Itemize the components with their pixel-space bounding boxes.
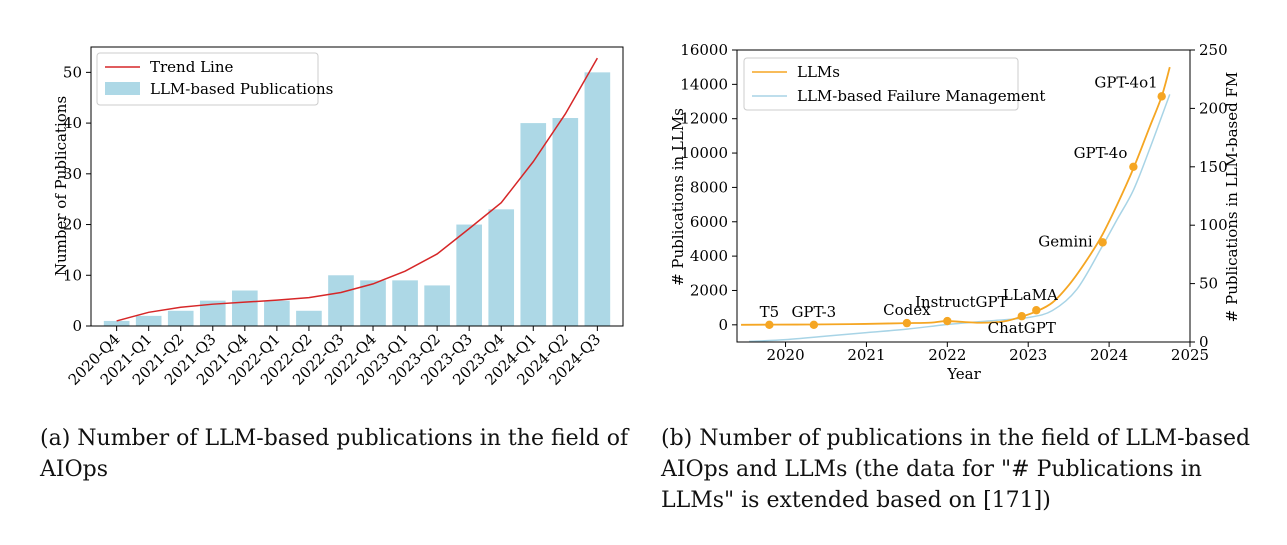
bar xyxy=(424,285,450,326)
y-axis-label-a: Number of Publications xyxy=(52,96,70,276)
y-tick-label: 50 xyxy=(63,63,82,81)
y-tick-label: 40 xyxy=(63,114,82,132)
trend-line xyxy=(116,57,599,322)
y-tick-label: 2000 xyxy=(690,281,728,299)
y2-tick-label: 50 xyxy=(1199,275,1218,293)
plot-frame-a xyxy=(90,46,624,327)
milestone-point xyxy=(1032,306,1041,315)
y2-tick-label: 150 xyxy=(1199,158,1228,176)
bar xyxy=(103,320,130,326)
x-axis-ticks-a: 2020-Q42021-Q12021-Q22021-Q32021-Q42022-… xyxy=(65,326,604,389)
x-tick-label: 2025 xyxy=(1171,346,1209,364)
y2-tick-label: 100 xyxy=(1199,216,1228,234)
y-tick-label: 20 xyxy=(63,216,82,234)
bar xyxy=(232,290,258,326)
bar xyxy=(488,209,515,326)
milestone-point xyxy=(943,316,952,326)
x-tick-label: 2021 xyxy=(847,346,885,364)
legend-trend-label: Trend Line xyxy=(150,58,234,76)
y2-axis-label-b: # Publications in LLM-based FM xyxy=(1223,72,1241,322)
bar xyxy=(264,300,290,326)
y-axis-label-b: # Publications in LLMs xyxy=(669,108,687,286)
x-tick-label: 2020 xyxy=(766,346,804,364)
milestone-label: Gemini xyxy=(1038,232,1093,250)
bar xyxy=(296,310,322,326)
x-tick-label: 2022 xyxy=(928,346,966,364)
caption-b: (b) Number of publications in the field … xyxy=(661,426,1251,513)
y-tick-label: 10000 xyxy=(680,144,728,162)
milestone-point xyxy=(809,320,819,330)
bar xyxy=(584,72,611,326)
y-tick-label: 8000 xyxy=(690,178,728,196)
chart-a: 0 10 20 30 40 50 2020-Q42021-Q12021-Q22021-Q3… xyxy=(52,46,624,389)
x-axis-ticks-b: 2020 2021 2022 2023 2024 2025 xyxy=(766,342,1209,364)
y-tick-label: 4000 xyxy=(690,247,728,265)
milestone-point xyxy=(1098,238,1107,247)
milestone-label: Codex xyxy=(883,301,931,319)
y2-tick-label: 0 xyxy=(1199,333,1209,351)
y-tick-label: 14000 xyxy=(680,75,728,93)
legend-fm-label: LLM-based Failure Management xyxy=(797,87,1045,105)
legend-bar-swatch xyxy=(105,82,140,95)
legend-bar-label: LLM-based Publications xyxy=(150,80,333,98)
bar xyxy=(520,123,547,326)
bar xyxy=(328,275,354,326)
y-tick-label: 16000 xyxy=(680,41,728,59)
plot-frame-b xyxy=(736,49,1191,343)
legend-llm-label: LLMs xyxy=(797,63,840,81)
legend-a: Trend Line LLM-based Publications xyxy=(96,52,333,106)
y-axis-ticks-a: 0 10 20 30 40 50 xyxy=(63,63,91,335)
y2-axis-ticks-b: 0 50 100 150 200 250 xyxy=(1190,41,1228,351)
y-tick-label: 0 xyxy=(72,317,82,335)
y-tick-label: 10 xyxy=(63,266,82,284)
milestone-point xyxy=(1017,312,1026,321)
milestone-label: LLaMA xyxy=(1003,286,1058,304)
x-tick-label: 2023 xyxy=(1009,346,1047,364)
bar xyxy=(552,118,579,326)
bar xyxy=(456,224,482,326)
milestone-label: GPT-4o1 xyxy=(1094,73,1157,91)
fm-line-path xyxy=(749,94,1171,343)
milestone-point xyxy=(1129,162,1138,171)
milestone-label: GPT-3 xyxy=(791,303,836,321)
milestone-label: GPT-4o xyxy=(1074,144,1128,162)
bar xyxy=(135,315,162,326)
y-tick-label: 30 xyxy=(63,165,82,183)
y2-tick-label: 200 xyxy=(1199,99,1228,117)
bar-series xyxy=(103,72,611,326)
milestone-label: T5 xyxy=(760,303,780,321)
y-tick-label: 0 xyxy=(718,316,728,334)
x-axis-label-b: Year xyxy=(946,365,981,383)
x-tick-label: 2024 xyxy=(1090,346,1128,364)
milestone-point xyxy=(1157,92,1166,101)
y-tick-label: 6000 xyxy=(690,213,728,231)
milestone-label: ChatGPT xyxy=(988,319,1056,337)
bar xyxy=(360,280,386,326)
caption-a: (a) Number of LLM-based publications in … xyxy=(40,426,629,482)
milestone-label: InstructGPT xyxy=(915,293,1008,311)
milestone-point xyxy=(902,318,912,328)
bar xyxy=(392,280,418,326)
y-tick-label: 12000 xyxy=(680,110,728,128)
y-axis-ticks-b: 0 2000 4000 6000 8000 10000 12000 14000 16000 xyxy=(680,41,737,334)
legend-b: LLMs LLM-based Failure Management xyxy=(743,57,1045,111)
y2-tick-label: 250 xyxy=(1199,41,1228,59)
milestone-point xyxy=(765,320,774,330)
bar xyxy=(167,310,194,326)
